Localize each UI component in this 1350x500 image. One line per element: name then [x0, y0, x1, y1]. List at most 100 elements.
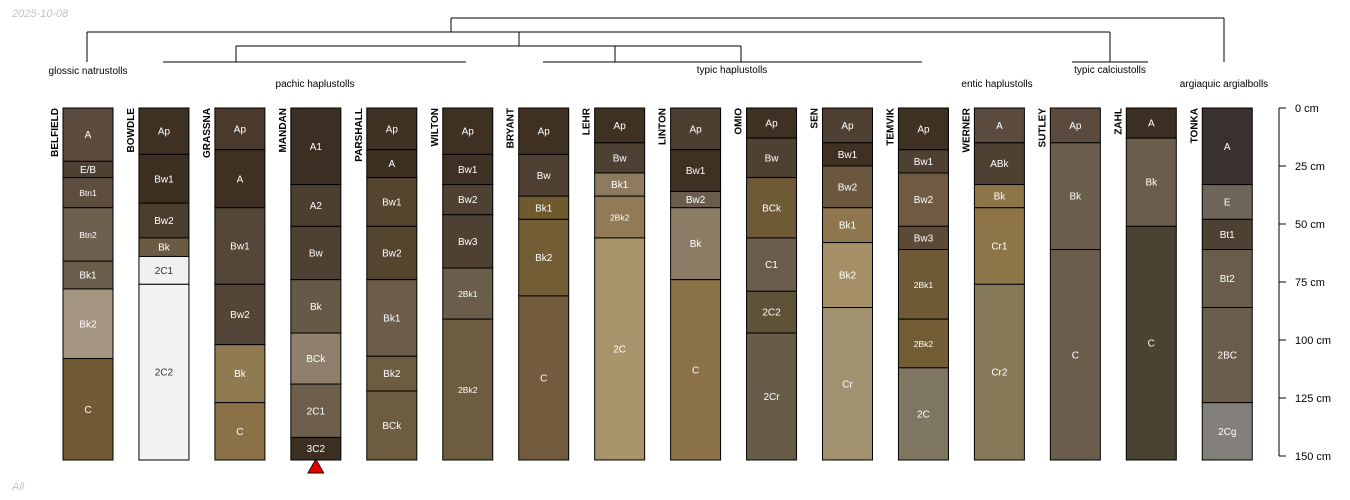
horizon-label: Bw	[537, 171, 552, 182]
profile-grassna: GRASSNA Ap A Bw1 Bw2 Bk C	[202, 107, 266, 461]
depth-axis: 0 cm 25 cm 50 cm 75 cm 100 cm 125 cm 150 cm	[1278, 103, 1331, 463]
horizon-label: Bw	[765, 153, 780, 164]
horizon-label: 2C2	[155, 368, 174, 379]
horizon-label: Bw2	[914, 195, 934, 206]
horizon-bck	[366, 390, 418, 461]
horizon-bw1	[214, 207, 266, 285]
horizon-label: BCk	[382, 421, 402, 432]
horizon-2c	[594, 237, 646, 461]
horizon-ap	[1049, 107, 1101, 144]
horizon-label: A	[85, 130, 92, 141]
group-label: typic haplustolls	[697, 65, 768, 76]
profile-lehr: LEHR Ap Bw Bk1 2Bk2 2C	[582, 107, 646, 461]
horizon-label: E	[1224, 197, 1231, 208]
profile-linton: LINTON Ap Bw1 Bw2 Bk C	[658, 107, 722, 461]
horizon-label: 3C2	[307, 444, 326, 455]
horizon-label: Bw1	[154, 174, 174, 185]
horizon-ap	[746, 107, 798, 139]
profile-name: WILTON	[430, 108, 441, 147]
horizon-label: Bk	[234, 369, 247, 380]
dendrogram	[86, 17, 1225, 63]
group-label: entic haplustolls	[961, 79, 1032, 90]
horizon-label: C	[540, 373, 547, 384]
group-label: argiaquic argialbolls	[1180, 79, 1268, 90]
horizon-label: Cr1	[991, 242, 1008, 253]
horizon-label: C1	[765, 260, 778, 271]
profile-name: BOWDLE	[126, 108, 137, 153]
horizon-label: Bk1	[611, 180, 629, 191]
horizon-label: Bw2	[154, 216, 174, 227]
horizon-label: Bw3	[914, 233, 934, 244]
horizon-label: Ap	[538, 127, 551, 138]
horizon-bw2	[214, 283, 266, 346]
horizon-2bk1	[897, 249, 949, 320]
horizon-label: 2Cg	[1218, 427, 1236, 438]
horizon-label: 2C1	[307, 406, 326, 417]
horizon-bk	[290, 279, 342, 334]
depth-tick-label: 50 cm	[1295, 219, 1325, 231]
horizon-bw1	[670, 149, 722, 193]
horizon-label: Bk1	[79, 271, 97, 282]
horizon-label: 2C2	[762, 308, 781, 319]
horizon-label: C	[1072, 350, 1079, 361]
horizon-2cr	[746, 332, 798, 461]
profile-sutley: SUTLEY Ap Bk C	[1037, 107, 1101, 461]
red-triangle-icon	[307, 458, 325, 474]
horizon-label: Ap	[614, 121, 627, 132]
horizon-bw2	[366, 225, 418, 281]
horizon-label: A	[237, 174, 244, 185]
horizon-2c	[897, 367, 949, 461]
profile-mandan: MANDAN A1 A2 Bw Bk BCk 2C1 3C2	[278, 107, 342, 474]
profile-name: MANDAN	[278, 108, 289, 152]
profile-belfield: BELFIELD A E/B Btn1 Btn2 Bk1 Bk2 C	[50, 107, 114, 461]
depth-tick-label: 25 cm	[1295, 161, 1325, 173]
profile-name: LINTON	[658, 108, 669, 145]
depth-tick-label: 125 cm	[1295, 393, 1331, 405]
horizon-bk1	[366, 279, 418, 357]
horizon-label: Bw	[613, 153, 628, 164]
horizon-label: 2BC	[1218, 351, 1237, 362]
horizon-label: Bk2	[839, 271, 857, 282]
horizon-bk2	[822, 242, 873, 309]
horizon-label: 2C	[917, 409, 930, 420]
profile-zahl: ZAHL A Bk C	[1113, 107, 1177, 461]
horizon-label: Bw1	[686, 166, 706, 177]
horizon-bt2	[1201, 249, 1253, 309]
horizon-label: Bk2	[535, 253, 553, 264]
horizon-bk2	[366, 355, 418, 392]
horizon-label: Ap	[1069, 121, 1082, 132]
horizon-label: Bk	[310, 302, 323, 313]
horizon-bk2	[518, 218, 570, 297]
profile-name: TEMVIK	[885, 107, 896, 146]
group-label: typic calciustolls	[1074, 65, 1146, 76]
horizon-label: ABk	[990, 159, 1009, 170]
horizon-label: Bk1	[383, 313, 401, 324]
horizon-label: 2C	[613, 344, 626, 355]
horizon-label: 2C1	[155, 266, 174, 277]
horizon-label: C	[236, 427, 243, 438]
horizon-label: Ap	[841, 121, 854, 132]
horizon-a	[1201, 107, 1253, 186]
horizon-2c2	[138, 283, 190, 461]
horizon-label: Ap	[158, 127, 171, 138]
horizon-bk	[214, 344, 266, 404]
horizon-bw	[594, 142, 646, 174]
horizon-bk1	[822, 207, 873, 244]
horizon-ap	[442, 107, 494, 155]
horizon-label: Bk	[690, 239, 703, 250]
horizon-ap	[214, 107, 266, 151]
horizon-bk	[1125, 137, 1177, 227]
horizon-a	[973, 107, 1025, 144]
horizon-c1	[746, 237, 798, 292]
horizon-label: Btn1	[79, 188, 97, 198]
horizon-2bk2	[442, 318, 494, 461]
group-label: glossic natrustolls	[49, 66, 128, 77]
horizon-cr	[822, 307, 873, 461]
horizon-label: Bk	[994, 192, 1007, 203]
horizon-a	[366, 149, 418, 179]
horizon-bk	[670, 207, 722, 281]
depth-tick-label: 0 cm	[1295, 103, 1319, 115]
horizon-2c1	[138, 255, 190, 285]
horizon-2c2	[746, 290, 798, 334]
